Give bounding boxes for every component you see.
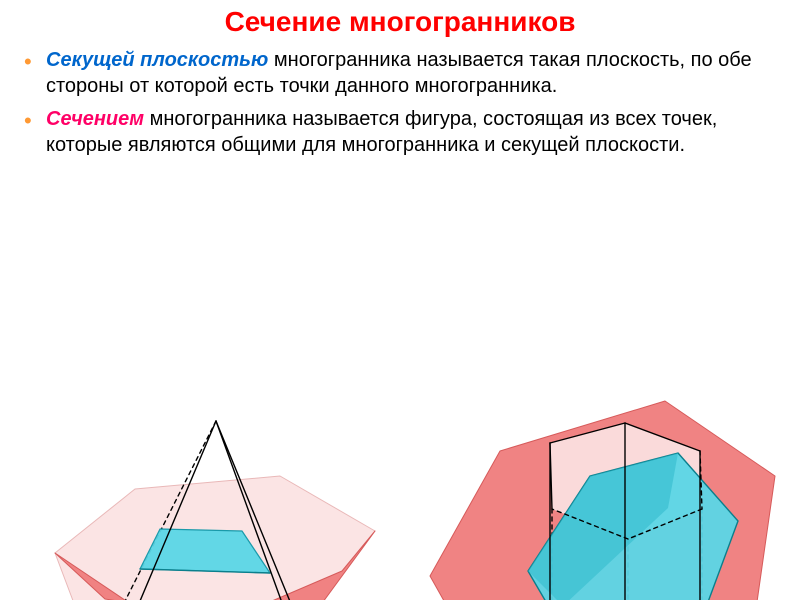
page-title: Сечение многогранников xyxy=(0,6,800,38)
figure-1 xyxy=(20,401,400,600)
figure-2 xyxy=(420,381,790,600)
bullet-rest-2: многогранника называется фигура, состоящ… xyxy=(46,108,717,156)
bullet-list: Секущей плоскостью многогранника называе… xyxy=(46,48,772,158)
bullet-item: Секущей плоскостью многогранника называе… xyxy=(46,48,772,99)
bullet-item: Сечением многогранника называется фигура… xyxy=(46,107,772,158)
term-2: Сечением xyxy=(46,108,144,130)
term-1: Секущей плоскостью xyxy=(46,49,268,71)
